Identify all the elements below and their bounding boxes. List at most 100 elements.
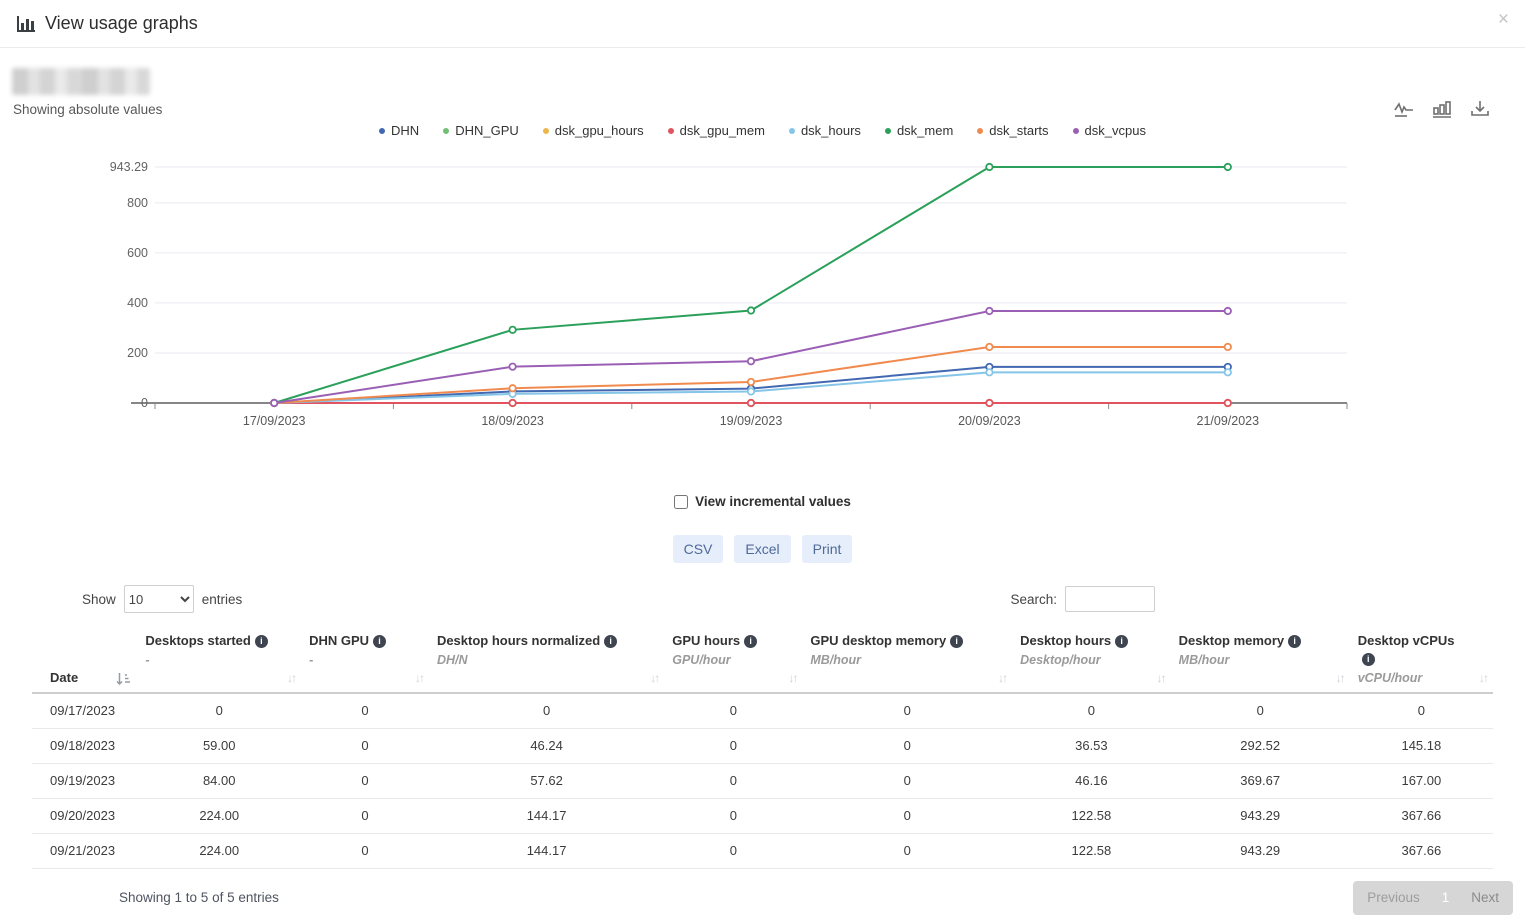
info-icon[interactable]: i (950, 634, 964, 648)
previous-page-button[interactable]: Previous (1367, 890, 1420, 905)
sort-amount-icon[interactable] (116, 672, 131, 686)
value-cell: 224.00 (137, 797, 302, 834)
value-cell: 0 (802, 832, 1013, 869)
value-cell: 0 (664, 727, 803, 764)
value-cell: 122.58 (1012, 832, 1171, 869)
y-axis-tick-label: 800 (127, 196, 148, 210)
close-icon[interactable]: × (1497, 9, 1509, 30)
legend-item-dsk_vcpus[interactable]: dsk_vcpus (1072, 123, 1146, 138)
page-size-select[interactable]: 10 (123, 585, 194, 613)
x-axis-tick-label: 17/09/2023 (243, 414, 306, 428)
value-cell: 0 (301, 692, 429, 729)
column-header-gpu-desktop-memory[interactable]: GPU desktop memory i MB/hour ↓↑ (802, 627, 1013, 694)
sort-both-icon[interactable]: ↓↑ (1156, 671, 1167, 685)
bar-chart-icon[interactable] (1431, 98, 1453, 120)
column-subtitle: Desktop/hour (1020, 653, 1101, 667)
info-icon[interactable]: i (604, 634, 618, 648)
sort-both-icon[interactable]: ↓↑ (1335, 671, 1346, 685)
y-axis-tick-label: 400 (127, 296, 148, 310)
excel-button[interactable]: Excel (734, 535, 791, 563)
next-page-button[interactable]: Next (1471, 890, 1499, 905)
value-cell: 59.00 (137, 727, 302, 764)
download-icon[interactable] (1469, 98, 1491, 120)
legend-item-dsk_gpu_mem[interactable]: dsk_gpu_mem (667, 123, 765, 138)
legend-item-dsk_hours[interactable]: dsk_hours (788, 123, 861, 138)
info-icon[interactable]: i (744, 634, 758, 648)
x-axis-tick-label: 21/09/2023 (1197, 414, 1260, 428)
column-title: GPU hours (672, 633, 741, 648)
table-row: 09/21/2023 224.00 0 144.17 0 0 122.58 943.29 367… (32, 832, 1493, 869)
legend-item-dsk_mem[interactable]: dsk_mem (884, 123, 953, 138)
value-cell: 292.52 (1170, 727, 1350, 764)
bar-chart-title-icon (16, 15, 36, 33)
sort-both-icon[interactable]: ↓↑ (788, 671, 798, 685)
search-input[interactable] (1065, 586, 1155, 612)
column-subtitle: MB/hour (1178, 653, 1230, 667)
info-icon[interactable]: i (254, 634, 268, 648)
legend-item-dsk_starts[interactable]: dsk_starts (977, 123, 1049, 138)
sort-both-icon[interactable]: ↓↑ (414, 671, 425, 685)
column-subtitle: - (309, 653, 314, 667)
print-button[interactable]: Print (801, 535, 853, 563)
line-chart-icon[interactable] (1393, 98, 1415, 120)
incremental-label[interactable]: View incremental values (695, 494, 851, 509)
info-icon[interactable]: i (1288, 634, 1302, 648)
show-entries-group: Show 10 entries (82, 585, 242, 613)
value-cell: 0 (301, 762, 429, 799)
info-icon[interactable]: i (1361, 652, 1375, 666)
legend-item-DHN_GPU[interactable]: DHN_GPU (443, 123, 519, 138)
graph-subtitle: Showing absolute values (13, 102, 163, 117)
usage-table-head: Date Desktops started i - ↓↑ DHN GPU i - ↓↑ Deskt… (32, 627, 1493, 694)
sort-both-icon[interactable]: ↓↑ (287, 671, 297, 685)
redacted-graph-title (12, 68, 150, 95)
column-title: Desktop hours (1020, 633, 1112, 648)
value-cell: 0 (802, 692, 1013, 729)
data-point-dsk_starts (746, 377, 756, 387)
column-subtitle: - (145, 653, 150, 667)
legend-label: DHN_GPU (455, 123, 519, 138)
column-title: Date (50, 670, 79, 685)
x-axis-tick-label: 20/09/2023 (958, 414, 1021, 428)
column-subtitle: DH/N (436, 653, 468, 667)
value-cell: 0 (802, 797, 1013, 834)
search-label: Search: (1010, 591, 1057, 607)
value-cell: 144.17 (428, 832, 665, 869)
column-header-desktop-hours-normalized[interactable]: Desktop hours normalized i DH/N ↓↑ (428, 627, 665, 694)
incremental-checkbox[interactable] (674, 494, 689, 509)
csv-button[interactable]: CSV (672, 535, 724, 563)
value-cell: 122.58 (1012, 797, 1171, 834)
value-cell: 0 (428, 692, 665, 729)
column-header-dhn-gpu[interactable]: DHN GPU i - ↓↑ (301, 627, 429, 694)
legend-ring-icon (443, 127, 450, 134)
value-cell: 0 (664, 762, 803, 799)
x-axis-tick-label: 18/09/2023 (481, 414, 544, 428)
usage-table: Date Desktops started i - ↓↑ DHN GPU i - ↓↑ Deskt… (32, 627, 1493, 869)
sort-both-icon[interactable]: ↓↑ (998, 671, 1008, 685)
table-row: 09/18/2023 59.00 0 46.24 0 0 36.53 292.52 145.18 (32, 727, 1493, 764)
y-axis-tick-label: 943.29 (110, 160, 148, 174)
date-cell: 09/20/2023 (32, 797, 138, 834)
date-cell: 09/17/2023 (32, 692, 138, 729)
value-cell: 0 (664, 832, 803, 869)
legend-item-DHN[interactable]: DHN (379, 123, 419, 138)
sort-both-icon[interactable]: ↓↑ (1479, 671, 1489, 685)
column-header-gpu-hours[interactable]: GPU hours i GPU/hour ↓↑ (664, 627, 803, 694)
value-cell: 57.62 (428, 762, 665, 799)
info-icon[interactable]: i (373, 634, 387, 648)
data-point-dsk_starts (508, 384, 517, 393)
legend-label: dsk_gpu_hours (554, 123, 644, 138)
column-header-desktop-vcpus[interactable]: Desktop vCPUs i vCPU/hour ↓↑ (1349, 627, 1493, 694)
info-icon[interactable]: i (1115, 634, 1129, 648)
data-point-dsk_vcpus (270, 398, 279, 408)
sort-both-icon[interactable]: ↓↑ (650, 671, 660, 685)
column-title: DHN GPU (309, 633, 370, 648)
column-header-desktop-hours[interactable]: Desktop hours i Desktop/hour ↓↑ (1012, 627, 1171, 694)
x-axis-tick-label: 19/09/2023 (720, 414, 783, 428)
column-header-desktop-memory[interactable]: Desktop memory i MB/hour ↓↑ (1170, 627, 1350, 694)
data-point-dsk_mem (985, 162, 994, 172)
current-page-button[interactable]: 1 (1441, 890, 1450, 905)
legend-item-dsk_gpu_hours[interactable]: dsk_gpu_hours (542, 123, 644, 138)
column-header-desktops-started[interactable]: Desktops started i - ↓↑ (137, 627, 302, 694)
column-header-date[interactable]: Date (32, 627, 138, 694)
chart-toolbar (1393, 98, 1491, 120)
